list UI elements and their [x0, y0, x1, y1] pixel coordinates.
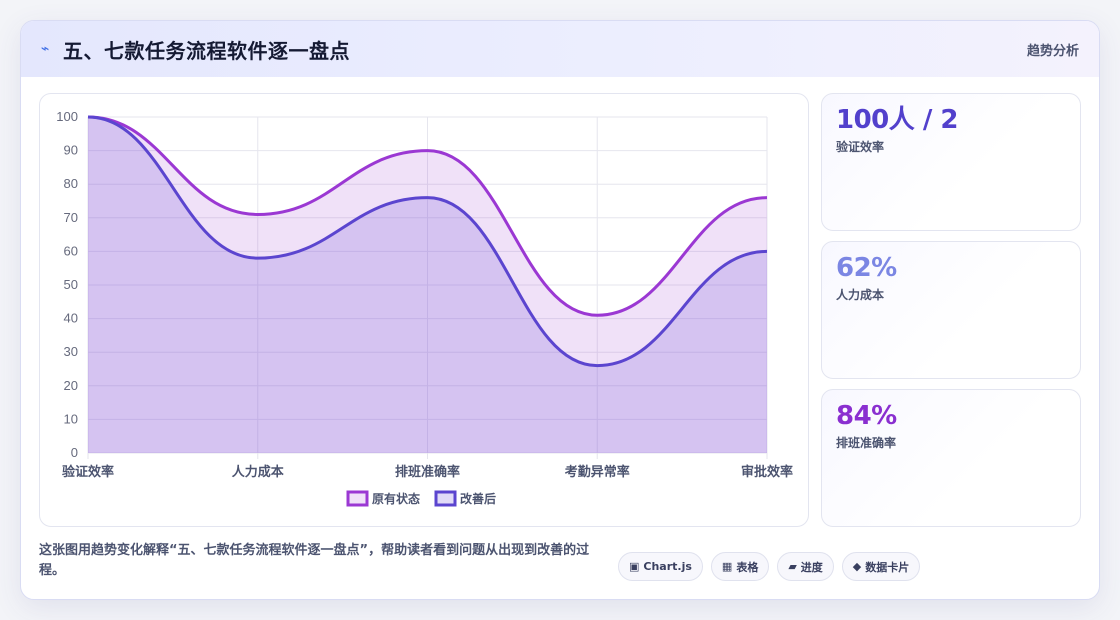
tag-chartjs[interactable]: ▣ Chart.js	[618, 552, 703, 581]
legend-label-2: 改善后	[460, 491, 496, 506]
x-tick-label: 人力成本	[232, 464, 284, 480]
legend-swatch-1	[346, 490, 369, 507]
diamond-icon: ◆	[852, 560, 862, 573]
series-line-1	[87, 115, 768, 317]
tag-list: ▣ Chart.js ▦ 表格 ▰ 进度 ◆ 数据卡片	[618, 552, 921, 581]
table-icon: ▦	[721, 560, 733, 573]
y-tick-label: 90	[64, 143, 78, 158]
y-tick-label: 60	[64, 243, 78, 258]
x-tick-label: 排班准确率	[395, 464, 460, 480]
y-tick-label: 70	[64, 210, 78, 225]
trend-chart: 0 10 20 30 40 50 60 70 80 90 100 验证效率 人力成本 排班准确率 考勤异常率…	[56, 109, 793, 507]
tag-table[interactable]: ▦ 表格	[710, 552, 770, 581]
progress-icon: ▰	[788, 560, 797, 573]
tag-label: 表格	[736, 560, 759, 574]
stat-label: 人力成本	[836, 288, 885, 302]
tag-label: Chart.js	[643, 560, 692, 573]
report-card: ⌁ 五、七款任务流程软件逐一盘点 趋势分析 0 10 20 30 40 50 60 70 80 9…	[20, 20, 1100, 600]
y-tick-label: 0	[71, 445, 78, 460]
x-tick-label: 考勤异常率	[565, 464, 630, 480]
stat-card-3: 84% 排班准确率	[821, 389, 1081, 527]
y-tick-label: 40	[64, 311, 78, 326]
chart-icon: ▣	[629, 560, 640, 573]
x-tick-label: 验证效率	[62, 464, 114, 480]
bolt-icon: ⌁	[41, 41, 50, 57]
legend-label-1: 原有状态	[372, 491, 420, 506]
y-tick-label: 10	[64, 411, 78, 426]
chart-panel: 0 10 20 30 40 50 60 70 80 90 100 验证效率 人力成本 排班准确率 考勤异常率…	[39, 93, 809, 527]
y-tick-label: 50	[64, 277, 78, 292]
series-area-2	[88, 117, 767, 453]
stat-value: 62%	[836, 253, 897, 283]
page-title: 五、七款任务流程软件逐一盘点	[63, 38, 350, 63]
stat-card-2: 62% 人力成本	[821, 241, 1081, 379]
stat-card-1: 100人 / 2 验证效率	[821, 93, 1081, 231]
series-line-2	[87, 115, 768, 368]
stat-label: 验证效率	[836, 140, 885, 154]
card-header: ⌁ 五、七款任务流程软件逐一盘点 趋势分析	[21, 21, 1099, 77]
chart-caption: 这张图用趋势变化解释“五、七款任务流程软件逐一盘点”，帮助读者看到问题从出现到改…	[39, 543, 590, 578]
tag-label: 数据卡片	[865, 560, 910, 574]
stat-value: 100人 / 2	[836, 105, 958, 135]
tag-progress[interactable]: ▰ 进度	[777, 552, 834, 581]
x-tick-label: 审批效率	[741, 464, 793, 480]
tag-data-card[interactable]: ◆ 数据卡片	[841, 552, 921, 581]
y-tick-label: 30	[64, 344, 78, 359]
tag-label: 进度	[800, 560, 823, 574]
y-tick-label: 20	[64, 378, 78, 393]
stat-value: 84%	[836, 401, 897, 431]
series-area-1	[88, 117, 767, 453]
legend-swatch-2	[434, 490, 457, 507]
y-tick-label: 80	[64, 176, 78, 191]
y-tick-label: 100	[56, 109, 78, 124]
header-badge: 趋势分析	[1026, 43, 1079, 59]
stat-label: 排班准确率	[836, 436, 897, 450]
